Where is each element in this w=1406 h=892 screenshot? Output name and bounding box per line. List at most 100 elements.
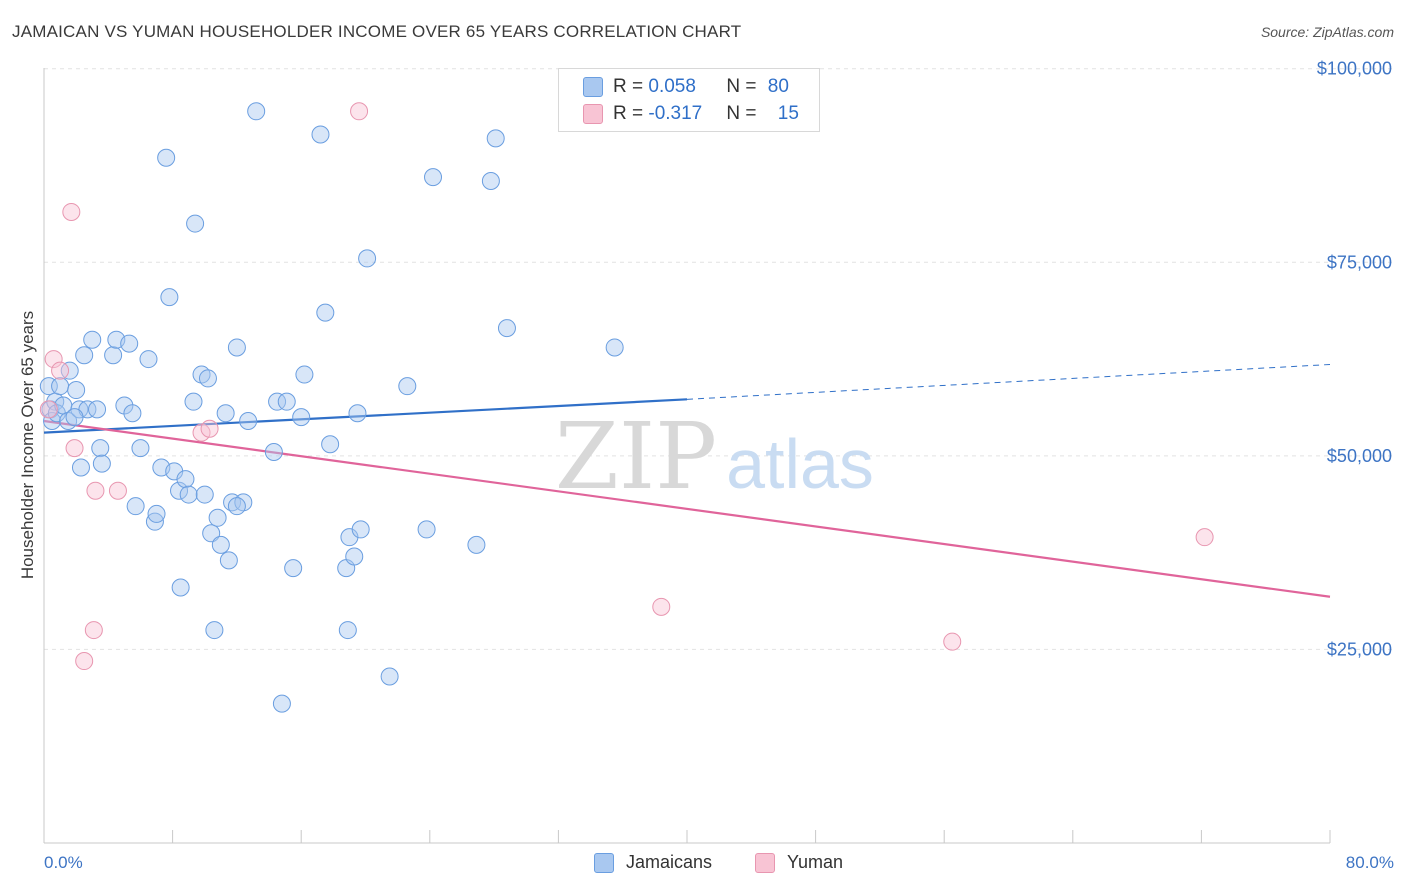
data-point-jamaicans [51,377,70,396]
data-point-yuman [62,202,81,221]
data-point-yuman [51,361,70,380]
data-point-jamaicans [239,412,258,431]
data-point-jamaicans [205,621,224,640]
legend-label: Jamaicans [626,852,713,872]
data-point-jamaicans [67,381,86,400]
r-value: 0.058 [648,76,696,97]
data-point-jamaicans [170,481,189,500]
data-point-jamaicans [351,520,370,539]
data-point-jamaicans [176,470,195,489]
legend-item-yuman: Yuman [755,852,843,873]
data-point-yuman [108,481,127,500]
trend-line-extension-jamaicans [686,363,1331,400]
data-point-jamaicans [60,361,79,380]
data-point-jamaicans [277,392,296,411]
data-point-jamaicans [284,559,303,578]
jamaicans-swatch [594,852,614,873]
y-tick-label: $100,000 [1317,59,1392,79]
data-point-yuman [75,652,94,671]
data-point-jamaicans [202,524,221,543]
data-point-yuman [200,419,219,438]
x-tick-label-max: 80.0% [1345,853,1394,872]
y-tick-label: $75,000 [1327,252,1392,272]
data-point-jamaicans [208,508,227,527]
stats-row-jamaicans: R = 0.058 N = 80 [583,75,789,99]
data-point-yuman [84,621,103,640]
data-point-jamaicans [179,485,198,504]
data-point-jamaicans [345,547,364,566]
r-value: -0.317 [648,103,703,124]
stats-row-yuman: R = -0.317 N = 15 [583,102,799,126]
data-point-jamaicans [65,408,84,427]
data-point-jamaicans [497,319,516,338]
source-note: Source: ZipAtlas.com [1260,24,1394,40]
data-point-jamaicans [227,338,246,357]
data-point-jamaicans [219,551,238,570]
data-point-jamaicans [104,346,123,365]
data-point-yuman [652,597,671,616]
y-tick-label: $50,000 [1327,446,1392,466]
x-tick-label-min: 0.0% [44,853,83,872]
data-point-jamaicans [126,497,145,516]
data-point-jamaicans [272,694,291,713]
data-point-jamaicans [195,485,214,504]
axes [43,68,1331,844]
data-point-jamaicans [92,454,111,473]
data-point-jamaicans [131,439,150,458]
yuman-swatch [755,852,775,873]
stats-legend: R = 0.058 N = 80 R = -0.317 N = 15 [558,68,820,132]
data-point-jamaicans [417,520,436,539]
data-point-jamaicans [292,408,311,427]
data-point-jamaicans [186,214,205,233]
data-point-jamaicans [160,288,179,307]
data-point-jamaicans [145,512,164,531]
data-points [39,102,1214,713]
chart-title: JAMAICAN VS YUMAN HOUSEHOLDER INCOME OVE… [12,22,742,41]
n-value: 15 [777,103,799,124]
n-value: 80 [767,76,789,97]
data-point-yuman [943,632,962,651]
yuman-swatch [583,104,603,124]
data-point-jamaicans [120,334,139,353]
data-point-jamaicans [316,303,335,322]
legend-item-jamaicans: Jamaicans [594,852,712,873]
y-tick-label: $25,000 [1327,639,1392,659]
watermark: ZIP atlas [555,403,874,510]
data-point-jamaicans [311,125,330,144]
series-legend: Jamaicans Yuman [0,852,1406,876]
data-point-jamaicans [358,249,377,268]
watermark-zip: ZIP [555,403,717,510]
data-point-jamaicans [380,667,399,686]
data-point-jamaicans [216,404,235,423]
data-point-jamaicans [268,392,287,411]
data-point-jamaicans [171,578,190,597]
data-point-jamaicans [88,400,107,419]
data-point-jamaicans [481,171,500,190]
r-label: R = [613,76,649,97]
data-point-jamaicans [75,346,94,365]
data-point-jamaicans [184,392,203,411]
data-point-jamaicans [338,621,357,640]
data-point-jamaicans [139,350,158,369]
n-label: N = [726,76,762,97]
data-point-yuman [44,350,63,369]
data-point-jamaicans [227,497,246,516]
data-point-jamaicans [198,369,217,388]
data-point-jamaicans [321,435,340,454]
data-point-jamaicans [424,168,443,187]
data-point-jamaicans [486,129,505,148]
data-point-yuman [39,400,58,419]
data-point-jamaicans [157,148,176,167]
jamaicans-swatch [583,77,603,97]
r-label: R = [613,103,649,124]
y-tick-labels: $25,000 $50,000 $75,000 $100,000 [1317,59,1392,660]
trend-line-yuman [43,419,1331,598]
data-point-jamaicans [123,404,142,423]
data-point-jamaicans [398,377,417,396]
watermark-atlas: atlas [726,425,874,503]
data-point-jamaicans [211,535,230,554]
data-point-jamaicans [91,439,110,458]
data-point-yuman [1195,528,1214,547]
data-point-jamaicans [147,504,166,523]
